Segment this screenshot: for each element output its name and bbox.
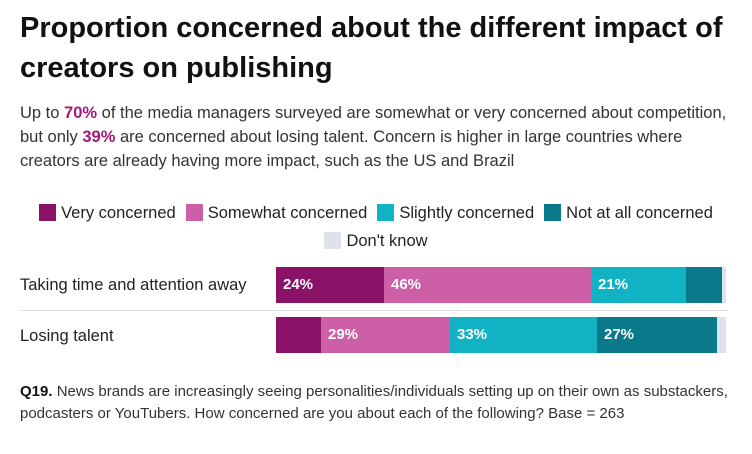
legend-swatch-notatall [544,204,562,221]
legend-label: Not at all concerned [566,204,713,222]
legend-label: Slightly concerned [399,204,535,222]
legend-swatch-somewhat [185,204,203,221]
legend-label: Don't know [346,232,428,250]
bar-segment-very [276,317,321,353]
row-label-losing-talent: Losing talent [20,327,114,345]
legend-swatch-dontknow [324,232,342,249]
subtitle-text-2: of the media managers surveyed are somew… [20,104,727,146]
data-label: 33% [457,326,488,343]
legend-item-very-concerned: Very concerned [39,199,176,227]
row-divider [20,310,728,311]
legend-item-not-at-all-concerned: Not at all concerned [544,199,713,227]
bar-taking-time: 24% 46% 21% [276,267,726,303]
bar-segment-notatall: 27% [597,317,717,353]
chart-legend: Very concerned Somewhat concerned Slightly… [20,199,732,255]
bar-segment-slightly: 21% [591,267,686,303]
legend-item-don-t-know: Don't know [324,227,428,255]
footnote: Q19. News brands are increasingly seeing… [20,381,732,425]
legend-item-somewhat-concerned: Somewhat concerned [185,199,368,227]
bar-segment-dontknow [722,267,726,303]
bar-segment-dontknow [717,317,726,353]
data-label: 21% [598,276,629,293]
legend-swatch-slightly [377,204,395,221]
footnote-text: News brands are increasingly seeing pers… [20,383,728,422]
bar-losing-talent: 29% 33% 27% [276,317,726,353]
legend-item-slightly-concerned: Slightly concerned [377,199,534,227]
chart-title: Proportion concerned about the different… [20,12,723,84]
legend-swatch-very [39,204,57,221]
bar-segment-notatall [686,267,722,303]
legend-label: Very concerned [61,204,176,222]
bar-segment-very: 24% [276,267,384,303]
bar-segment-somewhat: 46% [384,267,591,303]
data-label: 46% [391,276,422,293]
row-label-taking-time: Taking time and attention away [20,276,247,294]
footnote-label: Q19. [20,383,53,400]
subtitle-text-3: are concerned about losing talent. Conce… [20,128,683,170]
subtitle-text-1: Up to [20,104,65,122]
bar-segment-slightly: 33% [450,317,597,353]
data-label: 27% [604,326,635,343]
chart-subtitle: Up to 70% of the media managers surveyed… [20,101,732,173]
subtitle-highlight-39: 39% [82,128,116,146]
data-label: 24% [283,276,314,293]
subtitle-highlight-70: 70% [64,104,98,122]
legend-label: Somewhat concerned [207,204,368,222]
bar-segment-somewhat: 29% [321,317,450,353]
data-label: 29% [328,326,359,343]
